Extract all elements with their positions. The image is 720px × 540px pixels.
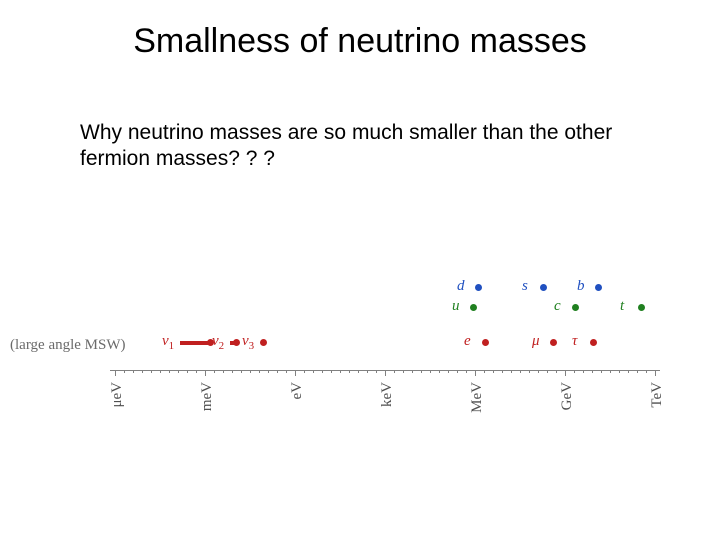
particle-t: t: [620, 298, 624, 315]
dot-d: [475, 284, 482, 291]
minor-tick: [484, 370, 485, 373]
dot-e: [482, 339, 489, 346]
minor-tick: [223, 370, 224, 373]
major-tick: [565, 370, 566, 376]
minor-tick: [196, 370, 197, 373]
particle-s: s: [522, 278, 528, 295]
minor-tick: [520, 370, 521, 373]
minor-tick: [628, 370, 629, 373]
minor-tick: [403, 370, 404, 373]
minor-tick: [502, 370, 503, 373]
minor-tick: [637, 370, 638, 373]
dot-mu: [550, 339, 557, 346]
minor-tick: [349, 370, 350, 373]
minor-tick: [151, 370, 152, 373]
minor-tick: [448, 370, 449, 373]
particle-ν1: ν1: [162, 333, 174, 352]
mass-scale-chart: (large angle MSW) μeVmeVeVkeVMeVGeVTeVν1…: [50, 255, 670, 445]
dot-s: [540, 284, 547, 291]
minor-tick: [241, 370, 242, 373]
minor-tick: [646, 370, 647, 373]
particle-u: u: [452, 298, 460, 315]
minor-tick: [313, 370, 314, 373]
dot-tau: [590, 339, 597, 346]
particle-b: b: [577, 278, 585, 295]
axis-label-GeV: GeV: [559, 382, 576, 410]
minor-tick: [547, 370, 548, 373]
minor-tick: [304, 370, 305, 373]
minor-tick: [124, 370, 125, 373]
major-tick: [295, 370, 296, 376]
dot-ν2: [233, 339, 240, 346]
minor-tick: [169, 370, 170, 373]
minor-tick: [529, 370, 530, 373]
dot-u: [470, 304, 477, 311]
minor-tick: [610, 370, 611, 373]
minor-tick: [277, 370, 278, 373]
axis-label-eV: eV: [289, 382, 306, 400]
minor-tick: [619, 370, 620, 373]
minor-tick: [340, 370, 341, 373]
minor-tick: [601, 370, 602, 373]
page-title: Smallness of neutrino masses: [0, 22, 720, 61]
minor-tick: [259, 370, 260, 373]
major-tick: [655, 370, 656, 376]
axis-label-μeV: μeV: [109, 382, 126, 408]
axis-label-keV: keV: [379, 382, 396, 407]
side-label: (large angle MSW): [10, 337, 126, 354]
minor-tick: [322, 370, 323, 373]
minor-tick: [466, 370, 467, 373]
particle-d: d: [457, 278, 465, 295]
minor-tick: [538, 370, 539, 373]
minor-tick: [178, 370, 179, 373]
minor-tick: [430, 370, 431, 373]
minor-tick: [331, 370, 332, 373]
minor-tick: [367, 370, 368, 373]
major-tick: [475, 370, 476, 376]
minor-tick: [574, 370, 575, 373]
major-tick: [115, 370, 116, 376]
minor-tick: [268, 370, 269, 373]
particle-ν2: ν2: [212, 333, 224, 352]
minor-tick: [142, 370, 143, 373]
subtitle-text: Why neutrino masses are so much smaller …: [80, 120, 640, 173]
minor-tick: [394, 370, 395, 373]
minor-tick: [412, 370, 413, 373]
minor-tick: [439, 370, 440, 373]
particle-e: e: [464, 333, 471, 350]
axis-label-MeV: MeV: [469, 382, 486, 413]
dot-b: [595, 284, 602, 291]
major-tick: [385, 370, 386, 376]
minor-tick: [457, 370, 458, 373]
particle-c: c: [554, 298, 561, 315]
minor-tick: [286, 370, 287, 373]
minor-tick: [376, 370, 377, 373]
minor-tick: [187, 370, 188, 373]
minor-tick: [592, 370, 593, 373]
minor-tick: [214, 370, 215, 373]
minor-tick: [556, 370, 557, 373]
dot-t: [638, 304, 645, 311]
dot-ν3: [260, 339, 267, 346]
particle-mu: μ: [532, 333, 540, 350]
minor-tick: [232, 370, 233, 373]
minor-tick: [511, 370, 512, 373]
dot-c: [572, 304, 579, 311]
major-tick: [205, 370, 206, 376]
minor-tick: [160, 370, 161, 373]
particle-ν3: ν3: [242, 333, 254, 352]
axis-label-TeV: TeV: [649, 382, 666, 408]
minor-tick: [358, 370, 359, 373]
minor-tick: [250, 370, 251, 373]
minor-tick: [493, 370, 494, 373]
minor-tick: [133, 370, 134, 373]
particle-tau: τ: [572, 333, 577, 350]
error-bar-ν1: [180, 341, 210, 345]
minor-tick: [583, 370, 584, 373]
minor-tick: [421, 370, 422, 373]
axis-label-meV: meV: [199, 382, 216, 411]
